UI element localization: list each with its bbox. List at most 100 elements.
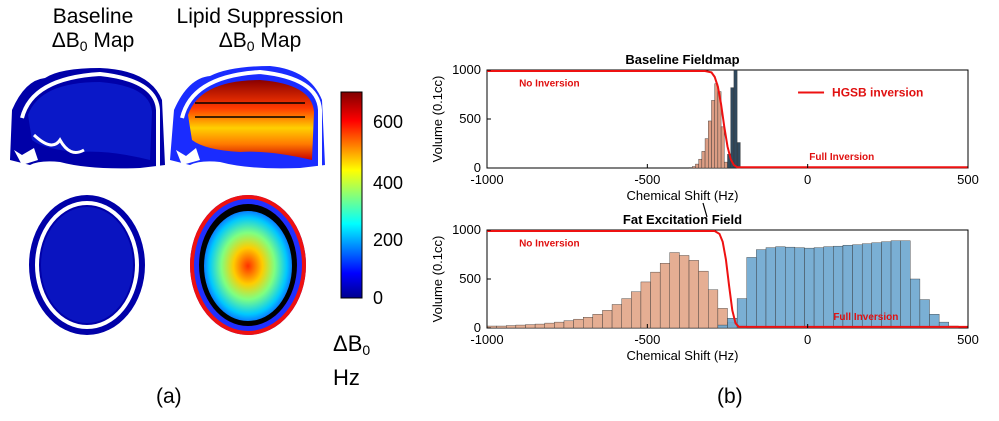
chart2-x-tick-label: 500 <box>957 332 979 347</box>
chart2-water-bar <box>929 314 940 329</box>
colorbar-unit-line2: Hz <box>333 365 360 390</box>
chart2-fat-bar <box>640 281 651 329</box>
baseline-title-line1: Baseline <box>52 5 134 28</box>
chart1-x-tick-label: -500 <box>634 172 660 187</box>
chart2-fat-bar <box>688 260 699 329</box>
chart2-no-inversion-annotation: No Inversion <box>519 239 580 250</box>
chart1-plot-area <box>486 69 969 169</box>
chart2-y-tick-label: 1000 <box>452 222 481 237</box>
chart2-water-bar <box>775 246 786 329</box>
baseline-sagittal-map <box>10 68 165 169</box>
chart2-x-tick-label: -1000 <box>470 332 503 347</box>
colorbar-tick-200: 200 <box>373 230 404 250</box>
chart2-water-bar <box>938 321 949 329</box>
chart2-title: Fat Excitation Field <box>623 212 742 227</box>
chart1-fat-bar <box>695 163 699 169</box>
chart2-fat-bar <box>592 314 603 329</box>
colorbar <box>340 91 363 299</box>
chart1-fat-bar <box>708 120 712 169</box>
chart1-y-tick-label: 500 <box>459 111 481 126</box>
colorbar-tick-0: 0 <box>373 288 384 308</box>
chart2-fat-bar <box>525 324 536 329</box>
chart2-inversion-curve <box>487 229 968 328</box>
chart2-fat-bar <box>583 317 594 329</box>
chart2-fat-bar <box>496 325 507 329</box>
chart1-x-tick-label: 500 <box>957 172 979 187</box>
chart2-water-bar <box>823 246 834 329</box>
chart2-fat-bar <box>534 323 545 329</box>
chart2-x-axis-label: Chemical Shift (Hz) <box>627 348 739 363</box>
chart2-water-bar <box>756 249 767 329</box>
chart1-fat-bar <box>714 83 719 169</box>
lipid-sagittal-map <box>170 66 325 169</box>
chart2-y-tick-label: 0 <box>474 320 481 335</box>
chart2-water-bar <box>785 246 796 329</box>
baseline-title-line2: ΔB0 Map <box>51 29 135 54</box>
chart2-water-bar <box>765 247 776 329</box>
chart1-water-bar <box>730 87 735 169</box>
chart2-fat-bar <box>621 298 632 329</box>
chart2-fat-bar <box>554 321 565 329</box>
chart1-water-bar <box>733 69 738 169</box>
chart2-fat-bar <box>611 304 622 329</box>
chart1-y-tick-label: 1000 <box>452 62 481 77</box>
chart1-fat-bar <box>720 126 725 169</box>
chart1-y-tick-label: 0 <box>474 160 481 175</box>
colorbar-tick-400: 400 <box>373 173 404 193</box>
chart1-water-bar <box>736 142 741 169</box>
baseline-map-title: Baseline ΔB0 Map <box>18 5 168 58</box>
panel-b-label: (b) <box>717 385 743 408</box>
chart2-fat-bar <box>602 310 613 329</box>
chart2-fat-bar <box>515 324 526 329</box>
chart1-fat-bar <box>698 158 703 169</box>
chart2-water-bar <box>910 278 921 329</box>
chart2-fat-bar <box>544 322 555 329</box>
chart2-water-bar <box>919 299 930 329</box>
chart2-fat-bar <box>563 320 574 329</box>
chart2-fat-bar <box>659 263 670 329</box>
colorbar-unit-line1: ΔB0 <box>333 331 371 358</box>
chart1-fat-bar <box>701 151 706 169</box>
colorbar-tick-600: 600 <box>373 112 404 132</box>
chart1-title: Baseline Fieldmap <box>625 52 739 67</box>
chart2-fat-bar <box>506 325 517 329</box>
field-maps-figure <box>10 66 363 335</box>
chart2-x-tick-label: -500 <box>634 332 660 347</box>
chart1-fat-bar <box>724 161 728 169</box>
chart2-fat-bar <box>708 289 719 329</box>
chart2-fat-bar <box>650 271 661 329</box>
chart1-fat-bar <box>711 100 715 169</box>
chart1-legend-label: HGSB inversion <box>832 86 923 100</box>
panel-a-label: (a) <box>156 385 182 408</box>
lipid-title-line2: ΔB0 Map <box>218 29 302 54</box>
chart1-x-tick-label: 0 <box>804 172 811 187</box>
chart1-x-tick-label: -1000 <box>470 172 503 187</box>
chart2-fat-bar <box>631 291 642 329</box>
chart2-fat-bar <box>698 270 709 329</box>
chart2-water-bar <box>804 247 815 329</box>
chart2-fat-bar <box>669 252 680 329</box>
lipid-axial-map <box>190 195 306 335</box>
chart2-fat-bar <box>679 255 690 329</box>
chart2-water-bar <box>794 247 805 329</box>
chart1-no-inversion-annotation: No Inversion <box>519 79 580 90</box>
lipid-suppression-map-title: Lipid Suppression ΔB0 Map <box>160 5 360 58</box>
baseline-axial-map <box>29 195 145 335</box>
lipid-title-line1: Lipid Suppression <box>176 5 344 28</box>
chart2-full-inversion-annotation: Full Inversion <box>833 312 898 323</box>
chart2-water-bar <box>736 298 747 329</box>
chart2-y-tick-label: 500 <box>459 271 481 286</box>
chart2-x-tick-label: 0 <box>804 332 811 347</box>
chart1-inversion-curve <box>487 69 968 169</box>
colorbar-unit: ΔB0 Hz <box>333 330 370 392</box>
chart2-water-bar <box>900 240 911 329</box>
plot-connector-mark <box>702 202 708 218</box>
chart1-full-inversion-annotation: Full Inversion <box>809 152 874 163</box>
chart1-x-axis-label: Chemical Shift (Hz) <box>627 188 739 203</box>
chart2-water-bar <box>717 324 728 329</box>
chart1-fat-bar <box>692 166 696 169</box>
chart2-water-bar <box>813 247 824 329</box>
chart2-fat-bar <box>573 318 584 329</box>
chart2-water-bar <box>746 257 757 329</box>
